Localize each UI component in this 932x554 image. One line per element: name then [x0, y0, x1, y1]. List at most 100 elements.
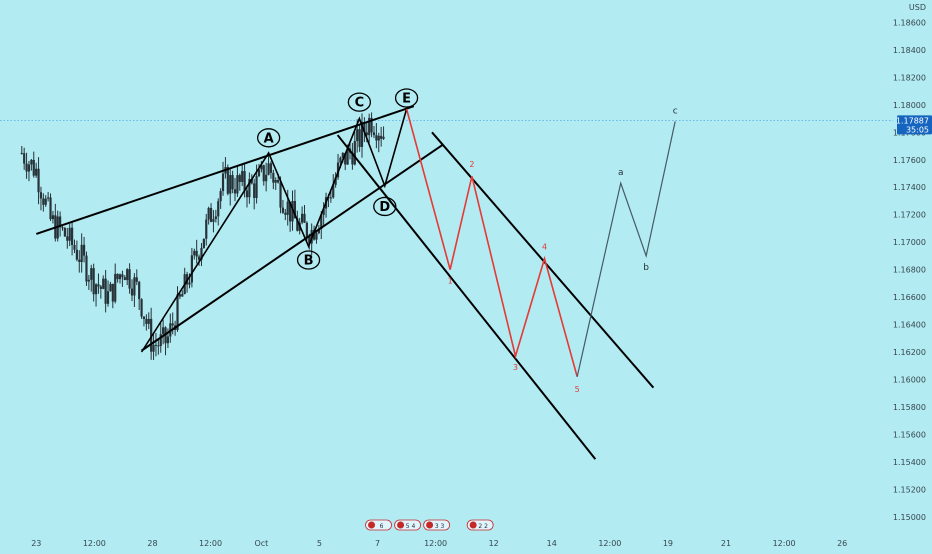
correction-label: a — [618, 168, 624, 178]
candle — [289, 201, 292, 232]
candle-body — [44, 198, 47, 205]
candle-body — [159, 334, 162, 347]
y-tick-label: 1.15600 — [893, 430, 926, 439]
event-marker[interactable]: 6 — [365, 519, 392, 531]
candle-body — [166, 336, 170, 344]
candle-body — [212, 219, 215, 222]
candle-body — [267, 163, 270, 175]
event-marker-text: 6 — [380, 523, 384, 530]
event-marker[interactable]: 3 3 — [423, 519, 451, 531]
candle — [25, 152, 28, 179]
candle-body — [334, 177, 337, 185]
candle — [51, 210, 55, 224]
candle — [154, 332, 158, 357]
candle — [128, 263, 131, 294]
candle — [73, 239, 76, 254]
candle-body — [30, 159, 33, 165]
candle — [245, 185, 249, 208]
candle-body — [63, 227, 67, 237]
candle — [190, 247, 193, 288]
candle-body — [329, 197, 332, 199]
candle-body — [346, 148, 349, 165]
candle-body — [97, 284, 100, 287]
candle — [214, 209, 217, 223]
candle-body — [130, 288, 134, 296]
candle — [368, 113, 371, 143]
candle — [224, 157, 227, 179]
candle — [99, 284, 102, 299]
candle — [140, 298, 143, 319]
candle-body — [85, 255, 88, 282]
candle-body — [193, 250, 196, 256]
candle-body — [152, 344, 155, 352]
candle — [257, 163, 261, 178]
trendline — [431, 131, 655, 389]
candle-body — [197, 256, 201, 260]
candle-body — [27, 164, 31, 172]
candle — [332, 174, 335, 199]
candle-body — [178, 294, 182, 297]
candle-body — [51, 215, 55, 220]
candle — [123, 275, 126, 281]
candle-body — [279, 182, 282, 208]
candle-body — [233, 189, 237, 194]
candle — [116, 273, 119, 283]
candle-body — [94, 284, 98, 295]
candle-body — [181, 293, 184, 297]
x-tick-label: 12:00 — [199, 539, 222, 548]
candle — [32, 151, 35, 178]
candle — [212, 210, 215, 233]
candle-body — [375, 135, 378, 141]
candle — [59, 211, 62, 237]
candle — [231, 170, 234, 194]
candle-body — [80, 244, 83, 263]
candle-body — [382, 136, 385, 139]
event-marker[interactable]: 5 4 — [394, 519, 421, 531]
candle — [97, 273, 100, 294]
candle-body — [75, 249, 78, 260]
candle — [360, 113, 364, 158]
event-marker-text: 3 3 — [435, 523, 445, 530]
candle-body — [315, 233, 318, 240]
candle — [169, 313, 172, 343]
wave-label-circle — [256, 128, 281, 148]
wave-label-text: E — [402, 91, 411, 106]
candle — [281, 199, 285, 214]
candle-body — [353, 141, 356, 165]
candle-body — [231, 175, 234, 190]
candle — [370, 112, 373, 138]
event-marker[interactable]: 2 2 — [466, 519, 494, 531]
candle — [75, 240, 78, 262]
candle-body — [293, 200, 297, 219]
candle — [142, 316, 146, 327]
candle — [138, 280, 141, 311]
candle — [27, 160, 31, 182]
candle — [114, 263, 117, 304]
candle — [78, 250, 81, 273]
current-price-text: 1.17887 — [896, 116, 929, 125]
y-tick-label: 1.16600 — [893, 293, 926, 302]
candle-body — [219, 191, 222, 202]
candle-body — [238, 175, 241, 182]
candle — [109, 281, 112, 292]
candle — [241, 163, 244, 187]
candle-body — [145, 318, 148, 324]
candle-body — [351, 152, 354, 165]
candle — [80, 233, 83, 273]
candle — [150, 307, 153, 360]
candle — [44, 195, 47, 207]
candle-body — [102, 278, 105, 289]
time-axis-bg — [0, 534, 893, 550]
candle-body — [202, 238, 205, 248]
candle-body — [253, 183, 256, 198]
candle-body — [128, 269, 131, 289]
candle-body — [236, 175, 239, 194]
candle — [66, 227, 69, 249]
candle — [157, 339, 160, 355]
candle-body — [49, 197, 52, 220]
x-tick-label: 26 — [837, 539, 847, 548]
candle-body — [322, 208, 325, 215]
